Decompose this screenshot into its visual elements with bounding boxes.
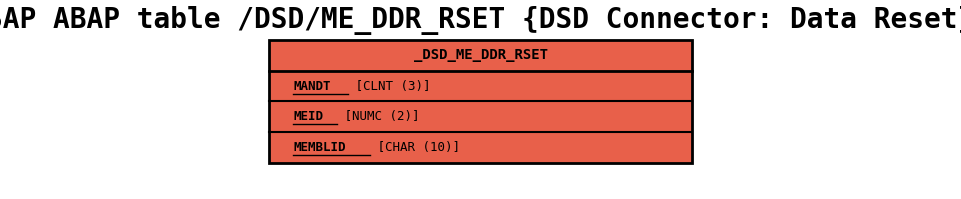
Text: MEMBLID: MEMBLID [293,141,346,154]
Text: _DSD_ME_DDR_RSET: _DSD_ME_DDR_RSET [413,48,548,62]
Text: [CLNT (3)]: [CLNT (3)] [349,80,431,93]
Text: [NUMC (2)]: [NUMC (2)] [337,110,420,123]
Text: MANDT: MANDT [293,80,331,93]
Text: SAP ABAP table /DSD/ME_DDR_RSET {DSD Connector: Data Reset}: SAP ABAP table /DSD/ME_DDR_RSET {DSD Con… [0,6,961,35]
Text: MEID: MEID [293,110,323,123]
Bar [269,40,692,163]
Text: [CHAR (10)]: [CHAR (10)] [371,141,460,154]
